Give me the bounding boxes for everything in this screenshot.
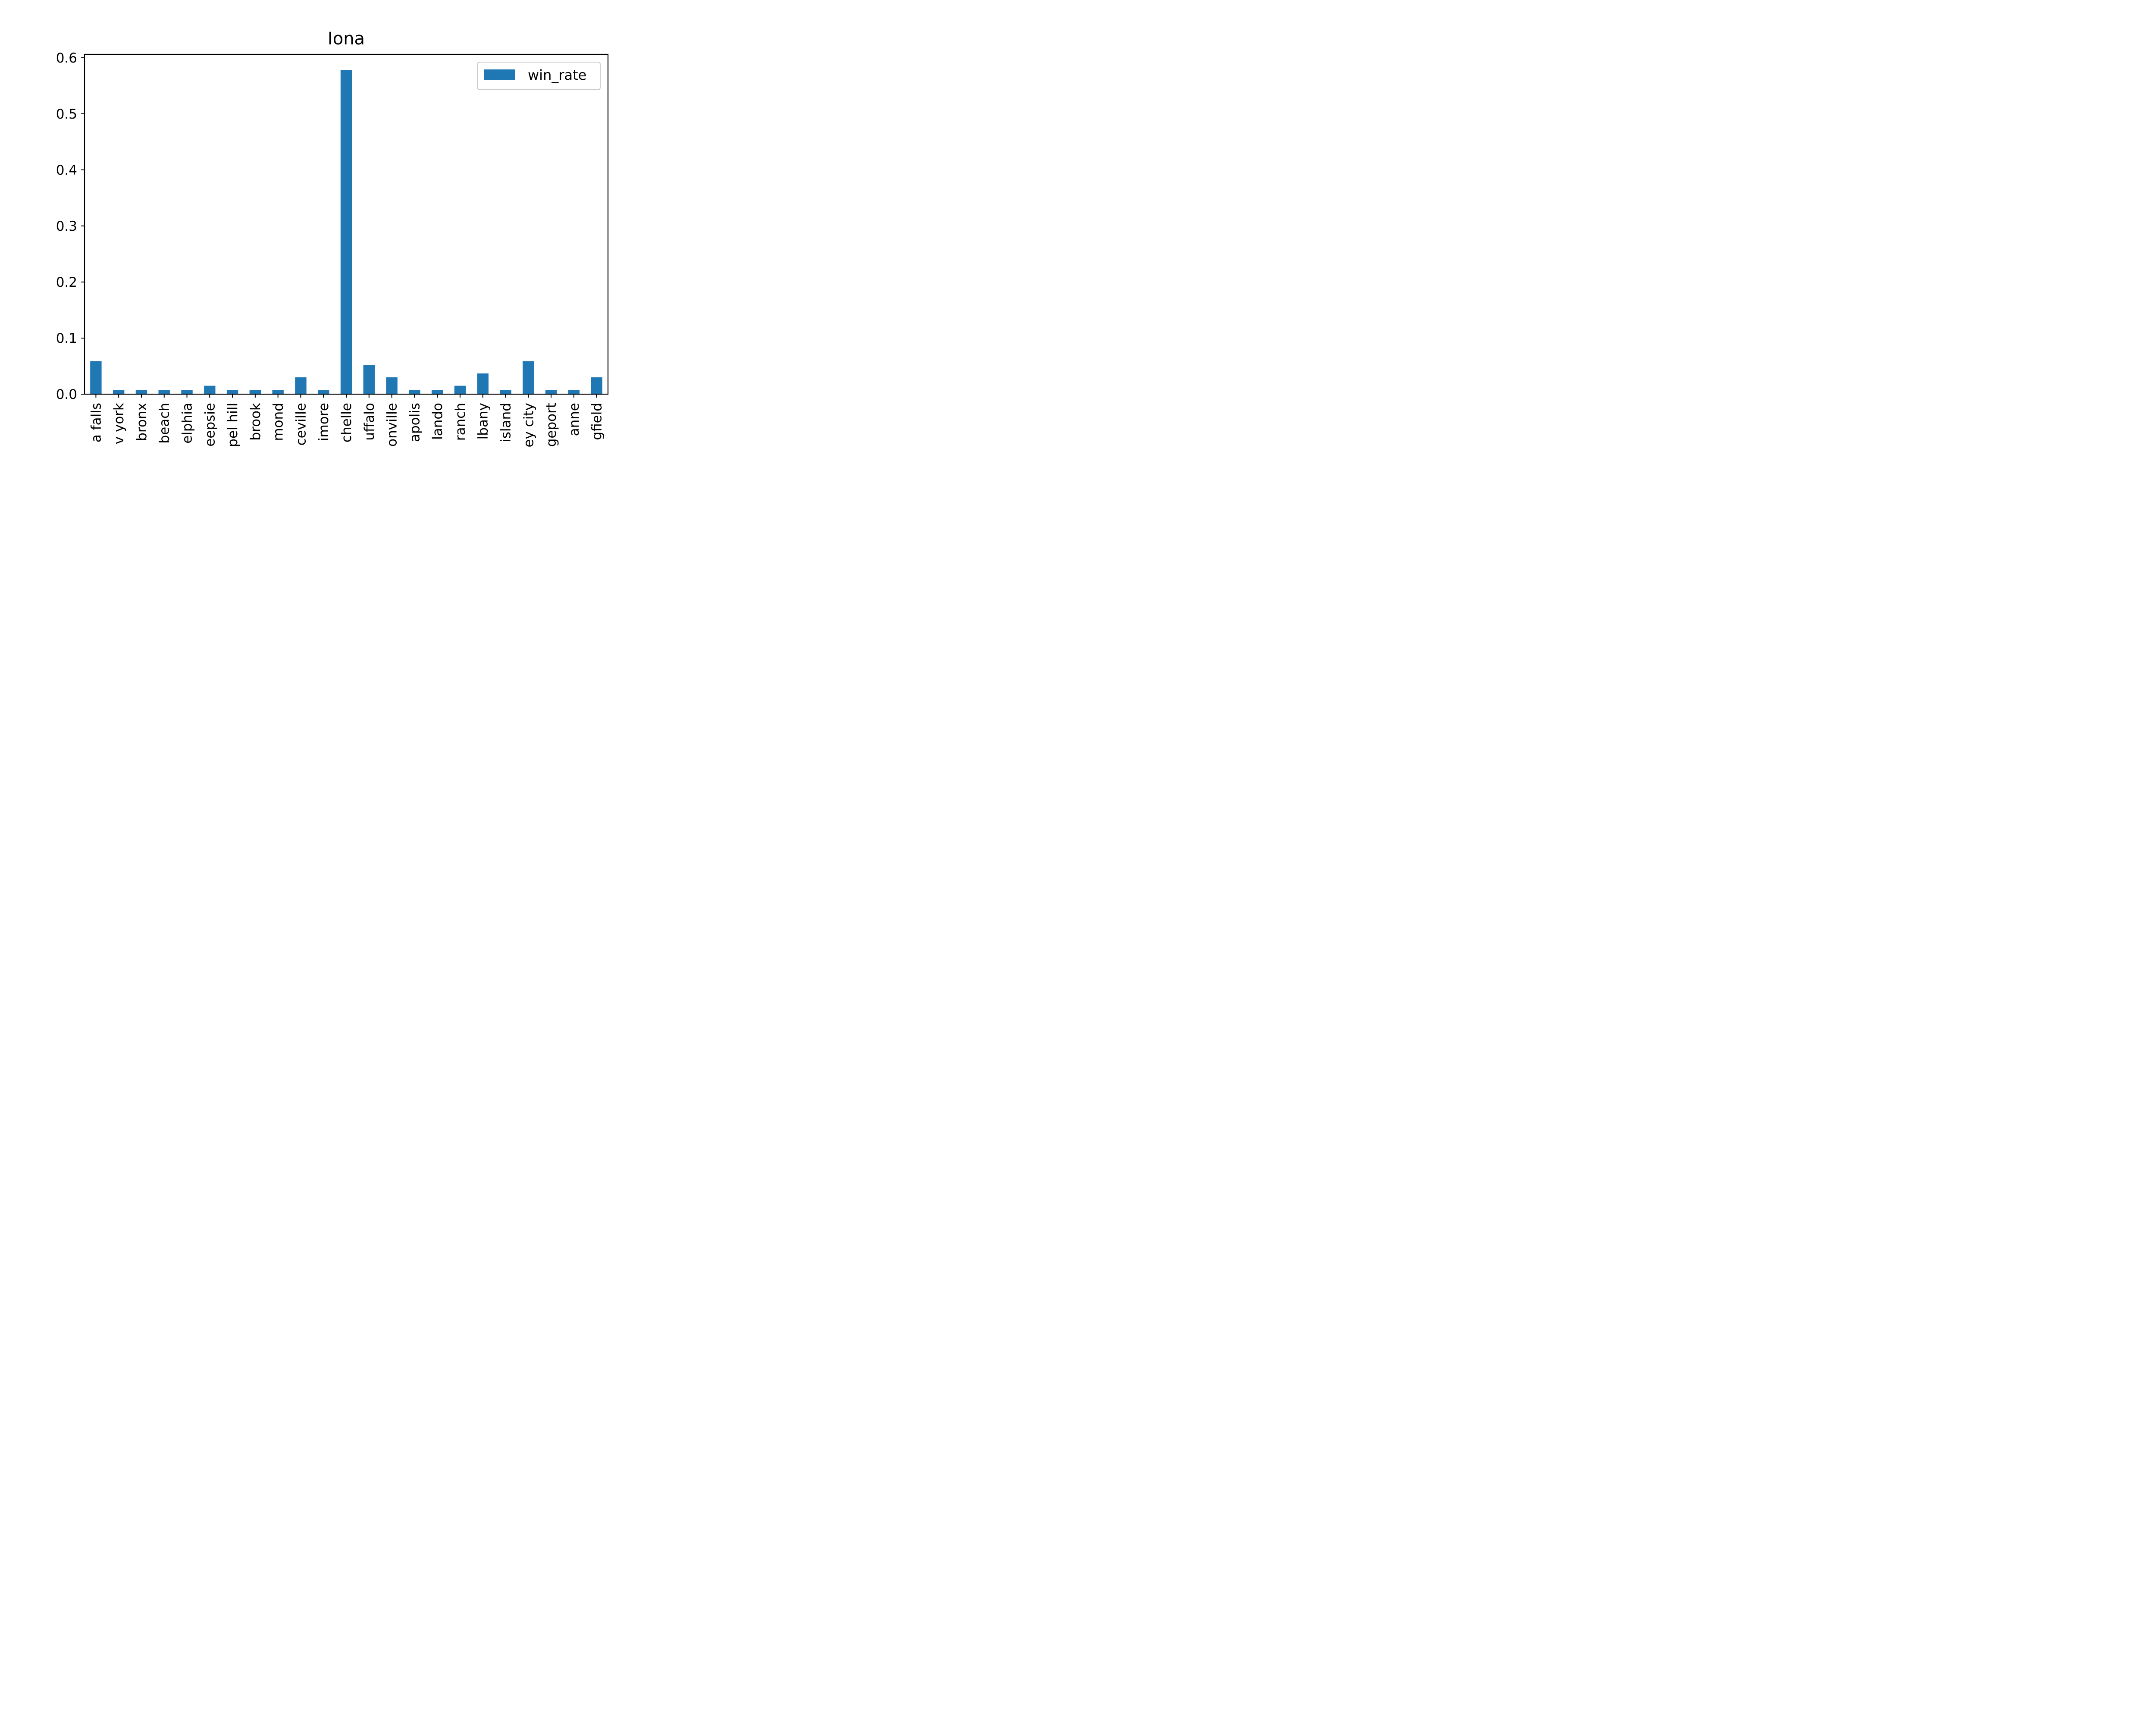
- chart-title: Iona: [328, 29, 365, 49]
- x-tick-label-6: pel hill: [225, 403, 241, 447]
- bar-11: [340, 70, 352, 394]
- bar-3: [158, 390, 170, 394]
- bar-6: [226, 390, 238, 394]
- bar-9: [295, 377, 307, 394]
- bar-0: [90, 361, 102, 394]
- x-tick-label-21: anne: [567, 403, 582, 436]
- x-tick-label-15: lando: [430, 403, 445, 440]
- y-axis: 0.0 0.1 0.2 0.3 0.4 0.5 0.6: [56, 50, 85, 402]
- bar-17: [477, 373, 489, 394]
- x-tick-label-7: brook: [248, 403, 263, 441]
- x-tick-label-14: apolis: [407, 403, 423, 442]
- x-tick-label-16: ranch: [453, 403, 468, 441]
- bar-10: [318, 390, 329, 394]
- y-tick-label-0: 0.0: [56, 387, 77, 402]
- x-tick-label-22: gfield: [589, 403, 605, 440]
- bar-2: [135, 390, 147, 394]
- x-axis: a falls v york bronx beach elphia eepsie pel h…: [88, 394, 605, 447]
- x-tick-label-13: onville: [385, 403, 400, 447]
- y-tick-label-6: 0.6: [56, 50, 77, 66]
- x-tick-label-9: ceville: [293, 403, 309, 445]
- bar-4: [181, 390, 193, 394]
- bar-1: [113, 390, 125, 394]
- x-tick-label-11: chelle: [339, 403, 354, 442]
- bar-19: [523, 361, 534, 394]
- y-tick-label-1: 0.1: [56, 331, 77, 346]
- bar-18: [500, 390, 511, 394]
- bar-21: [568, 390, 580, 394]
- legend-swatch: [484, 69, 515, 80]
- bars-group: [90, 70, 602, 394]
- bar-13: [386, 377, 398, 394]
- x-tick-label-10: imore: [316, 403, 332, 441]
- x-tick-label-3: beach: [157, 403, 172, 443]
- y-tick-label-3: 0.3: [56, 219, 77, 234]
- x-tick-label-4: elphia: [180, 403, 195, 444]
- y-tick-label-5: 0.5: [56, 107, 77, 122]
- x-tick-label-18: island: [498, 403, 514, 442]
- bar-15: [431, 390, 443, 394]
- bar-22: [591, 377, 602, 394]
- bar-20: [545, 390, 557, 394]
- bar-8: [272, 390, 284, 394]
- bar-12: [363, 365, 375, 394]
- x-tick-label-5: eepsie: [202, 403, 218, 447]
- bar-5: [204, 386, 216, 394]
- x-tick-label-1: v york: [111, 403, 127, 444]
- bar-chart: Iona 0.0 0.1 0.2 0.3 0.4 0.5 0.6 a falls v york…: [56, 29, 609, 447]
- plot-frame: [84, 53, 609, 395]
- legend-frame: [477, 62, 601, 90]
- bar-7: [249, 390, 261, 394]
- y-tick-label-4: 0.4: [56, 163, 77, 178]
- x-tick-label-8: mond: [271, 403, 286, 441]
- legend-label: win_rate: [528, 67, 586, 83]
- chart-area: Iona 0.0 0.1 0.2 0.3 0.4 0.5 0.6 a falls v york…: [0, 0, 667, 451]
- x-tick-label-12: uffalo: [362, 403, 377, 441]
- x-tick-label-2: bronx: [134, 403, 150, 441]
- legend: win_rate: [477, 62, 601, 90]
- x-tick-label-20: geport: [544, 403, 559, 447]
- x-tick-label-17: lbany: [476, 403, 491, 439]
- x-tick-label-0: a falls: [88, 403, 104, 442]
- y-tick-label-2: 0.2: [56, 275, 77, 290]
- bar-14: [409, 390, 420, 394]
- x-tick-label-19: ey city: [521, 403, 536, 447]
- bar-16: [454, 386, 466, 394]
